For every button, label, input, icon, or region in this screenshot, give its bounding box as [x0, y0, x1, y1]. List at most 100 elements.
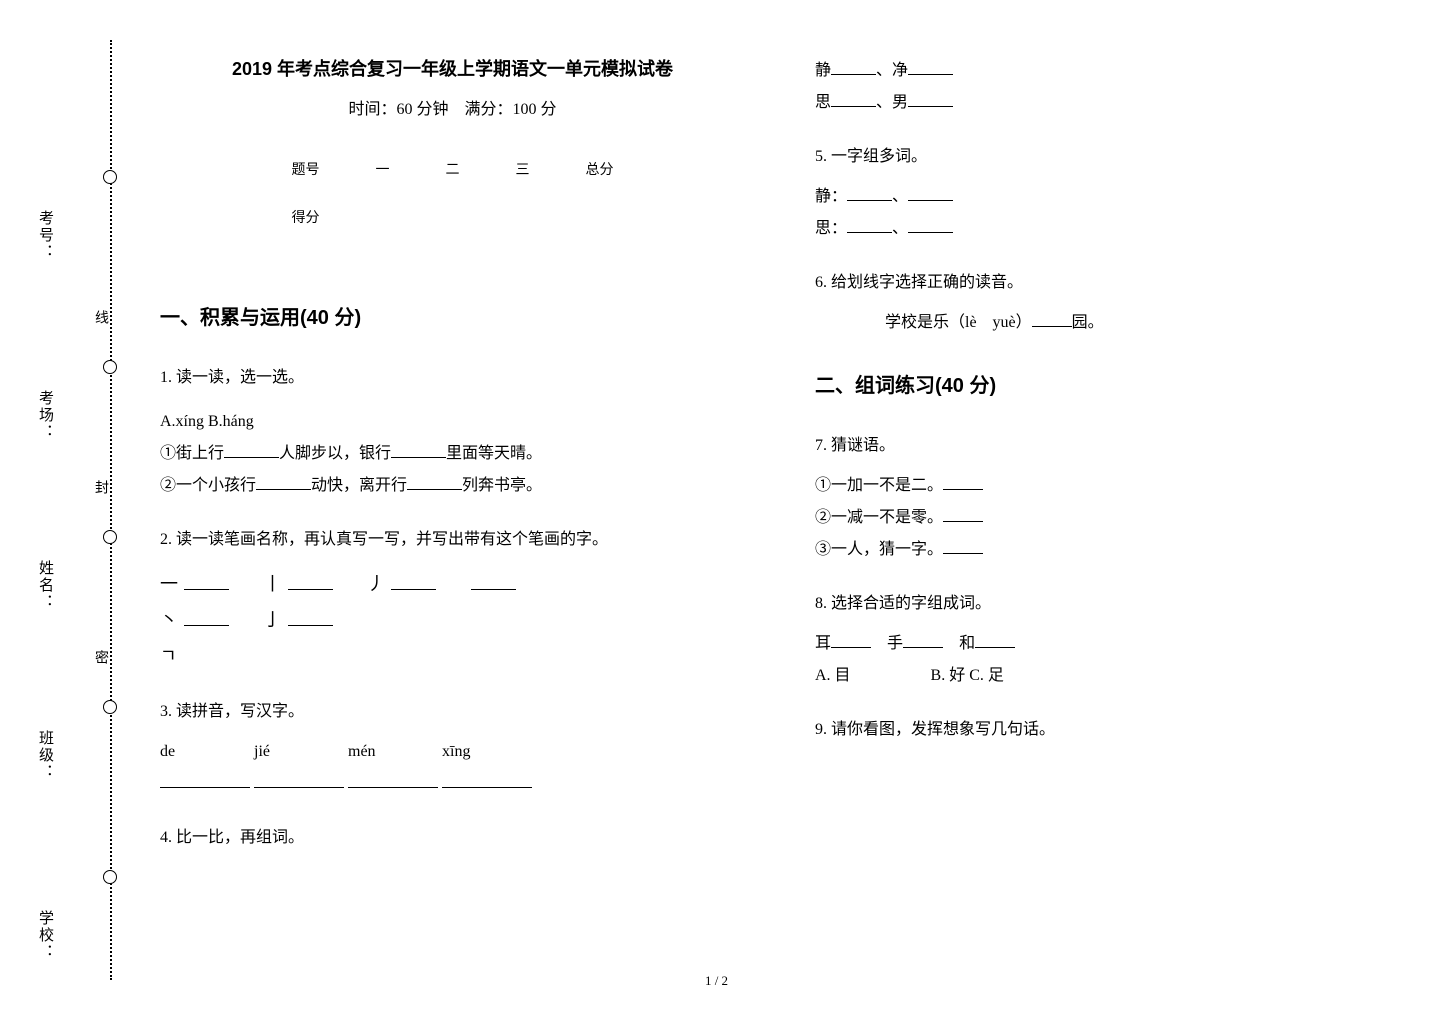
stroke-glyph: 一: [160, 574, 184, 594]
question-8: 8. 选择合适的字组成词。 耳 手 和 A. 目 B. 好 C. 足: [815, 588, 1400, 692]
q2-stroke-row-1: 一 丨 丿: [160, 566, 745, 602]
char: 静: [815, 62, 831, 79]
pinyin: jié: [254, 736, 344, 768]
question-9: 9. 请你看图，发挥想象写几句话。: [815, 714, 1400, 746]
q2-stroke-row-3: ㄱ: [160, 638, 745, 674]
q8-options: A. 目 B. 好 C. 足: [815, 660, 1400, 692]
char: 手: [887, 635, 903, 652]
blank[interactable]: [442, 772, 532, 788]
q8-prompt: 8. 选择合适的字组成词。: [815, 588, 1400, 620]
pinyin: xīng: [442, 736, 532, 768]
blank[interactable]: [831, 59, 876, 75]
blank[interactable]: [288, 608, 333, 626]
q6-prompt: 6. 给划线字选择正确的读音。: [815, 267, 1400, 299]
stroke-glyph: 丶: [160, 610, 184, 630]
binding-circle: [103, 530, 117, 544]
question-5: 5. 一字组多词。 静：、 思：、: [815, 141, 1400, 245]
text: ③一人，猜一字。: [815, 541, 943, 558]
q1-options: A.xíng B.háng: [160, 406, 745, 438]
char: 思: [815, 94, 831, 111]
section-1-head: 一、积累与运用(40 分): [160, 301, 745, 330]
text: ①街上行: [160, 445, 224, 462]
text: ②一个小孩行: [160, 477, 256, 494]
blank[interactable]: [975, 632, 1015, 648]
binding-circle: [103, 170, 117, 184]
blank[interactable]: [831, 91, 876, 107]
text: 人脚步以，银行: [279, 445, 391, 462]
stroke-glyph: 亅: [264, 610, 288, 630]
question-4: 4. 比一比，再组词。: [160, 822, 745, 854]
binding-label-name: 姓名：: [35, 560, 56, 611]
seal-char: 密: [90, 650, 110, 664]
blank[interactable]: [847, 217, 892, 233]
blank[interactable]: [471, 572, 516, 590]
blank[interactable]: [348, 772, 438, 788]
blank[interactable]: [847, 185, 892, 201]
q1-line1: ①街上行 人脚步以，银行 里面等天晴。: [160, 438, 745, 470]
blank[interactable]: [903, 632, 943, 648]
blank[interactable]: [908, 91, 953, 107]
td: [488, 193, 558, 241]
table-row: 题号 一 二 三 总分: [264, 145, 642, 193]
page-footer: 1 / 2: [0, 973, 1433, 989]
blank[interactable]: [831, 632, 871, 648]
q1-prompt: 1. 读一读，选一选。: [160, 362, 745, 394]
blank[interactable]: [1032, 311, 1072, 327]
blank[interactable]: [184, 608, 229, 626]
table-row: 得分: [264, 193, 642, 241]
binding-circle: [103, 360, 117, 374]
seal-char: 封: [90, 480, 110, 494]
blank[interactable]: [288, 572, 333, 590]
char: 净: [892, 62, 908, 79]
th: 总分: [558, 145, 642, 193]
q4-prompt: 4. 比一比，再组词。: [160, 822, 745, 854]
blank[interactable]: [254, 772, 344, 788]
q7-prompt: 7. 猜谜语。: [815, 430, 1400, 462]
char: 耳: [815, 635, 831, 652]
blank[interactable]: [407, 474, 462, 490]
question-7: 7. 猜谜语。 ①一加一不是二。 ②一减一不是零。 ③一人，猜一字。: [815, 430, 1400, 566]
exam-subtitle: 时间：60 分钟 满分：100 分: [160, 95, 745, 119]
pinyin: de: [160, 736, 250, 768]
q4-pair-row: 思、男: [815, 87, 1400, 119]
binding-label-room: 考场：: [35, 390, 56, 441]
q3-blanks-row: [160, 768, 745, 800]
q4-pair-row: 静、净: [815, 55, 1400, 87]
q5-row: 思：、: [815, 213, 1400, 245]
stroke-glyph: ㄱ: [160, 646, 183, 666]
blank[interactable]: [908, 217, 953, 233]
text: 园。: [1072, 314, 1104, 331]
q7-riddle: ①一加一不是二。: [815, 470, 1400, 502]
blank[interactable]: [224, 442, 279, 458]
text: 学校是乐（lè yuè）: [885, 314, 1032, 331]
th: 题号: [264, 145, 348, 193]
main-content: 2019 年考点综合复习一年级上学期语文一单元模拟试卷 时间：60 分钟 满分：…: [160, 55, 1400, 876]
blank[interactable]: [391, 442, 446, 458]
char: 静：: [815, 188, 847, 205]
blank[interactable]: [943, 506, 983, 522]
section-2-head: 二、组词练习(40 分): [815, 369, 1400, 398]
blank[interactable]: [391, 572, 436, 590]
q5-row: 静：、: [815, 181, 1400, 213]
q5-prompt: 5. 一字组多词。: [815, 141, 1400, 173]
blank[interactable]: [908, 59, 953, 75]
char: 思：: [815, 220, 847, 237]
blank[interactable]: [908, 185, 953, 201]
binding-label-class: 班级：: [35, 730, 56, 781]
q3-pinyin-row: de jié mén xīng: [160, 736, 745, 768]
blank[interactable]: [943, 474, 983, 490]
td: [348, 193, 418, 241]
left-column: 2019 年考点综合复习一年级上学期语文一单元模拟试卷 时间：60 分钟 满分：…: [160, 55, 745, 876]
td: [558, 193, 642, 241]
binding-circle: [103, 700, 117, 714]
blank[interactable]: [184, 572, 229, 590]
blank[interactable]: [943, 538, 983, 554]
th: 一: [348, 145, 418, 193]
th: 三: [488, 145, 558, 193]
blank[interactable]: [256, 474, 311, 490]
q6-line: 学校是乐（lè yuè） 园。: [815, 307, 1400, 339]
blank[interactable]: [160, 772, 250, 788]
q7-riddle: ③一人，猜一字。: [815, 534, 1400, 566]
text: 里面等天晴。: [446, 445, 542, 462]
char: 男: [892, 94, 908, 111]
